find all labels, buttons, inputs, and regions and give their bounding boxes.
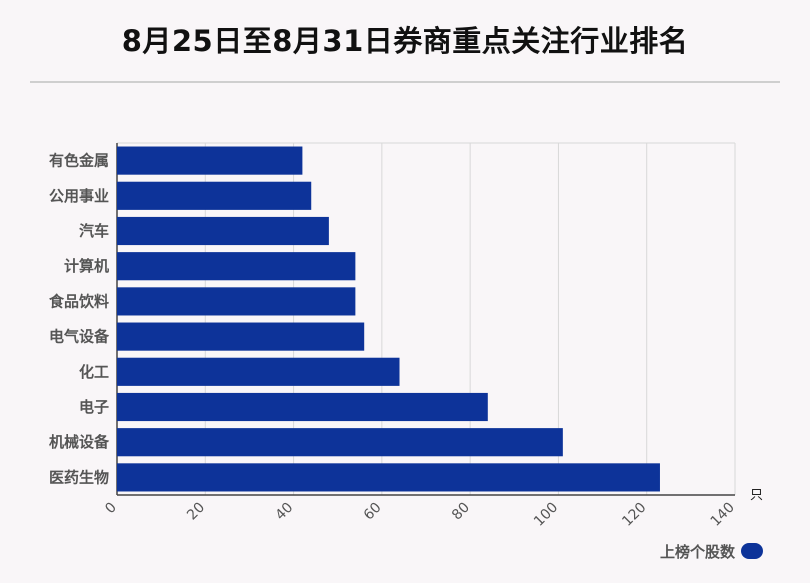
category-label: 电子 xyxy=(79,398,109,416)
category-label: 机械设备 xyxy=(49,433,110,451)
x-unit-label: 只 xyxy=(750,488,763,503)
x-tick-label: 0 xyxy=(102,500,120,518)
bar[interactable] xyxy=(117,463,660,492)
category-label: 汽车 xyxy=(79,222,109,240)
x-tick-label: 80 xyxy=(449,500,473,524)
x-tick-label: 60 xyxy=(361,500,385,524)
category-label: 公用事业 xyxy=(49,187,109,205)
category-label: 有色金属 xyxy=(49,152,109,170)
bar[interactable] xyxy=(117,392,488,422)
category-label: 食品饮料 xyxy=(49,292,109,310)
legend[interactable]: 上榜个股数 xyxy=(660,541,764,561)
legend-label: 上榜个股数 xyxy=(660,542,736,561)
bar[interactable] xyxy=(117,216,329,246)
bars xyxy=(117,146,660,492)
bar[interactable] xyxy=(117,322,365,351)
chart-title: 8月25日至8月31日券商重点关注行业排名 xyxy=(121,24,689,58)
bar[interactable] xyxy=(117,287,356,316)
category-label: 化工 xyxy=(79,363,109,381)
x-tick-label: 140 xyxy=(708,500,738,530)
title-divider xyxy=(30,81,780,83)
bar[interactable] xyxy=(117,357,400,386)
bar[interactable] xyxy=(117,181,312,210)
bar[interactable] xyxy=(117,428,563,457)
x-tick-label: 40 xyxy=(272,500,296,524)
x-tick-labels: 0 20 40 60 80 100 120 140 xyxy=(102,500,738,530)
x-tick-label: 120 xyxy=(619,500,649,530)
bar[interactable] xyxy=(117,252,356,281)
x-tick-label: 100 xyxy=(531,500,561,530)
category-label: 电气设备 xyxy=(49,328,110,346)
x-tick-label: 20 xyxy=(184,500,208,524)
category-label: 计算机 xyxy=(64,257,109,275)
bar[interactable] xyxy=(117,146,303,175)
legend-swatch xyxy=(741,543,764,559)
category-label: 医药生物 xyxy=(49,468,109,486)
